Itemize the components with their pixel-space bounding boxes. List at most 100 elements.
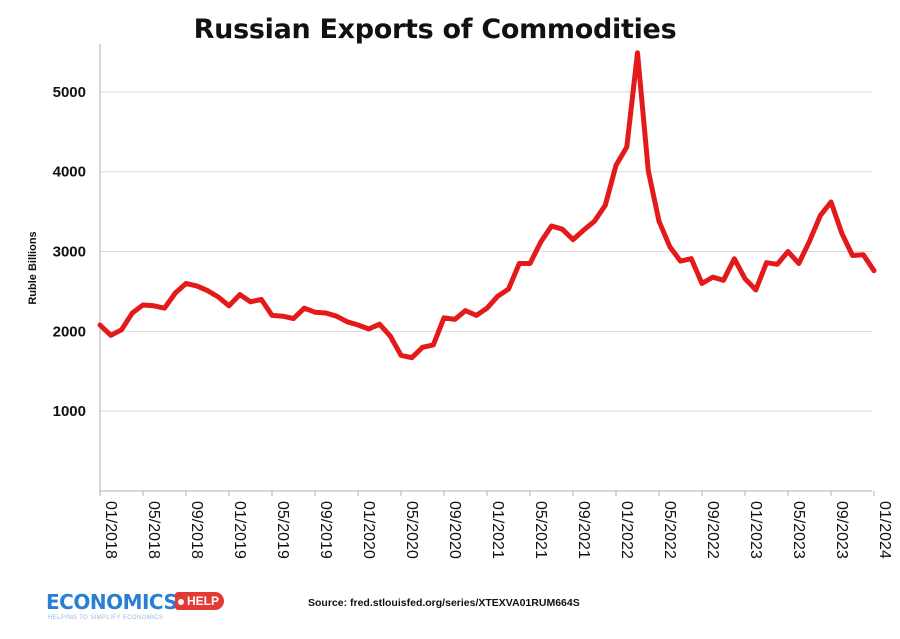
data-point: 2023-11: 2950 xyxy=(850,253,855,258)
data-point: 2021-07: 3320 xyxy=(549,223,554,229)
x-tick-label: 05/2018 xyxy=(145,501,162,559)
data-point: 2023-04: 2840 xyxy=(775,262,780,267)
data-point: 2022-01: 4080 xyxy=(613,163,619,168)
data-point: 2018-12: 2430 xyxy=(216,294,221,300)
data-point: 2021-08: 3280 xyxy=(560,227,565,232)
data-point: 2021-06: 3120 xyxy=(538,239,543,245)
y-tick-label: 1000 xyxy=(53,403,86,420)
x-tick-label: 01/2022 xyxy=(618,501,635,559)
x-tick-label: 05/2023 xyxy=(790,501,807,559)
data-point: 2023-09: 3620 xyxy=(828,199,834,205)
data-point: 2020-12: 2200 xyxy=(474,313,479,318)
y-tick-label: 2000 xyxy=(53,323,86,340)
data-point: 2019-01: 2320 xyxy=(226,303,232,308)
x-tick-label: 09/2021 xyxy=(575,501,592,559)
y-tick-label: 5000 xyxy=(53,84,86,101)
data-point: 2023-02: 2520 xyxy=(753,287,758,293)
data-point: 2019-08: 2290 xyxy=(302,306,307,311)
data-point: 2020-06: 1670 xyxy=(409,355,414,360)
data-point: 2024-01: 2760 xyxy=(871,268,877,273)
data-point: 2021-03: 2530 xyxy=(506,286,511,292)
x-tick-label: 09/2022 xyxy=(704,501,721,559)
data-point: 2022-04: 4010 xyxy=(646,168,651,174)
axes xyxy=(99,44,872,492)
data-point: 2020-10: 2150 xyxy=(452,317,457,322)
x-tick-label: 09/2020 xyxy=(446,501,463,559)
data-point: 2023-10: 3230 xyxy=(839,231,844,236)
chart-title: Russian Exports of Commodities xyxy=(193,14,677,45)
data-point: 2021-10: 3270 xyxy=(581,227,586,233)
data-point: 2019-09: 2240 xyxy=(312,310,318,315)
data-point: 2022-06: 3060 xyxy=(667,244,672,249)
data-point: 2022-08: 2910 xyxy=(689,256,694,261)
x-tick-label: 09/2018 xyxy=(188,501,205,559)
data-point: 2018-10: 2570 xyxy=(194,283,199,289)
data-point: 2019-07: 2160 xyxy=(291,316,296,321)
series-line xyxy=(97,50,877,361)
x-tick-label: 01/2018 xyxy=(102,501,119,559)
data-point: 2023-06: 2850 xyxy=(796,261,801,266)
data-point: 2022-02: 4310 xyxy=(624,144,629,150)
data-point: 2022-05: 3380 xyxy=(656,219,662,224)
data-point: 2021-02: 2440 xyxy=(495,294,500,299)
data-point: 2018-06: 2320 xyxy=(151,303,156,308)
data-point: 2023-01: 2660 xyxy=(742,276,748,281)
x-tick-label: 01/2024 xyxy=(876,501,893,559)
data-point: 2019-04: 2400 xyxy=(259,297,264,302)
data-point: 2020-03: 2090 xyxy=(377,322,382,327)
data-point: 2018-08: 2480 xyxy=(173,290,178,296)
data-point: 2020-05: 1700 xyxy=(398,353,404,358)
data-point: 2019-11: 2190 xyxy=(334,314,339,319)
data-point: 2022-11: 2640 xyxy=(721,278,726,283)
y-axis-label: Ruble Billions xyxy=(27,231,39,304)
x-tick-label: 01/2019 xyxy=(231,501,248,559)
data-point: 2020-04: 1940 xyxy=(388,333,393,339)
data-point: 2023-05: 3000 xyxy=(785,249,791,254)
data-point: 2019-05: 2200 xyxy=(269,313,275,318)
data-point: 2023-12: 2960 xyxy=(861,252,866,257)
data-point: 2020-11: 2260 xyxy=(463,308,468,313)
y-tick-label: 4000 xyxy=(53,164,86,181)
logo-tagline: HELPING TO SIMPLIFY ECONOMICS xyxy=(48,615,164,621)
series-layer: 2018-01: 2080 2018-02: 1950 2018-03: 2020 2… xyxy=(97,50,877,361)
data-point: 2021-01: 2290 xyxy=(484,306,490,311)
x-tick-label: 09/2019 xyxy=(317,501,334,559)
y-tick-label: 3000 xyxy=(53,244,86,261)
y-tick-labels: 1000 2000 3000 4000 5000 xyxy=(53,84,86,420)
data-point: 2018-07: 2290 xyxy=(162,306,167,311)
x-tick-label: 05/2021 xyxy=(532,501,549,559)
data-point: 2023-03: 2860 xyxy=(764,260,769,265)
data-point: 2021-04: 2850 xyxy=(517,261,522,266)
x-tick-label: 01/2021 xyxy=(489,501,506,559)
data-point: 2018-05: 2330 xyxy=(140,302,146,308)
x-tick-label: 05/2020 xyxy=(403,501,420,559)
x-tick-label: 05/2019 xyxy=(274,501,291,559)
data-point: 2020-02: 2030 xyxy=(366,326,371,332)
data-point: 2019-12: 2120 xyxy=(345,319,350,324)
data-point: 2018-11: 2510 xyxy=(205,288,210,293)
x-tick-labels: 01/2018 05/2018 09/2018 01/2019 05/2019 09/20… xyxy=(99,491,893,559)
x-tick-label: 05/2022 xyxy=(661,501,678,559)
logo-wordmark: ECONOMICS xyxy=(46,590,178,614)
data-point: 2020-07: 1800 xyxy=(420,345,425,350)
logo-badge: HELP xyxy=(175,592,225,610)
x-tick-label: 09/2023 xyxy=(833,501,850,559)
data-point: 2021-09: 3150 xyxy=(570,237,576,242)
gridlines xyxy=(100,91,872,412)
data-point: 2023-08: 3450 xyxy=(818,213,823,218)
data-point: 2021-12: 3580 xyxy=(603,203,608,208)
data-point: 2021-11: 3380 xyxy=(592,219,597,224)
data-point: 2019-06: 2190 xyxy=(280,314,285,319)
x-tick-label: 01/2020 xyxy=(360,501,377,559)
data-point: 2019-02: 2460 xyxy=(237,292,242,297)
data-point: 2022-09: 2600 xyxy=(699,281,705,286)
data-point: 2022-12: 2910 xyxy=(732,256,737,261)
data-point: 2020-09: 2170 xyxy=(441,315,447,320)
data-point: 2021-05: 2850 xyxy=(527,261,533,266)
data-point: 2022-03: 5490 xyxy=(635,50,640,55)
economics-help-logo: ECONOMICS HELP HELPING TO SIMPLIFY ECONO… xyxy=(46,590,236,630)
data-point: 2023-07: 3130 xyxy=(807,239,812,244)
data-point: 2018-03: 2020 xyxy=(119,327,124,332)
data-point: 2019-03: 2370 xyxy=(248,299,253,304)
